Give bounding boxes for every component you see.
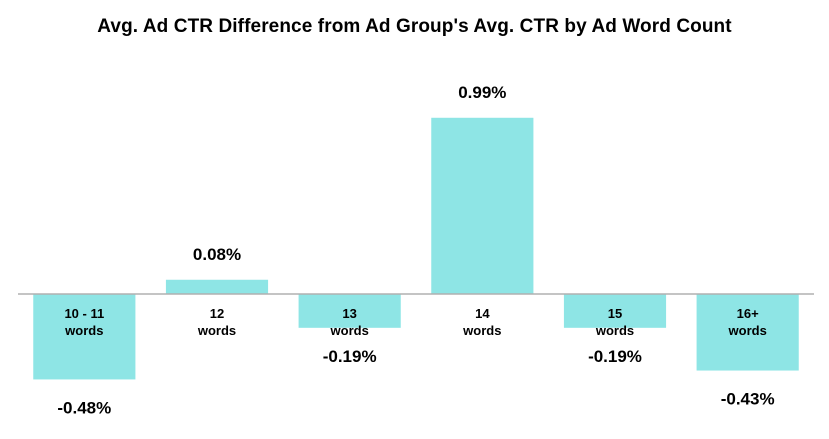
bar [33,294,136,380]
bar [431,117,534,294]
data-label: 0.08% [193,245,241,264]
data-labels-layer: -0.48% 0.08% -0.19% 0.99% -0.19% -0.43% [57,83,774,418]
bars-layer [33,117,799,380]
category-tick-label: 15 words [595,306,634,338]
category-tick-label: 12 words [197,306,236,338]
bar [298,294,401,328]
category-tick-label: 16+ words [728,306,767,338]
bar [165,279,269,294]
chart-title: Avg. Ad CTR Difference from Ad Group's A… [97,16,732,37]
category-tick-label: 14 words [462,306,501,338]
data-label: -0.43% [721,390,775,409]
tick-labels-layer: 10 - 11 words 12 words 13 words 14 words 15 words… [64,306,767,338]
bar [563,294,667,328]
data-label: -0.19% [323,347,377,366]
category-tick-label: 10 - 11 words [64,306,104,338]
category-tick-label: 13 words [330,306,369,338]
data-label: -0.19% [588,347,642,366]
data-label: -0.48% [57,398,111,417]
bar [696,294,799,371]
data-label: 0.99% [458,83,506,102]
